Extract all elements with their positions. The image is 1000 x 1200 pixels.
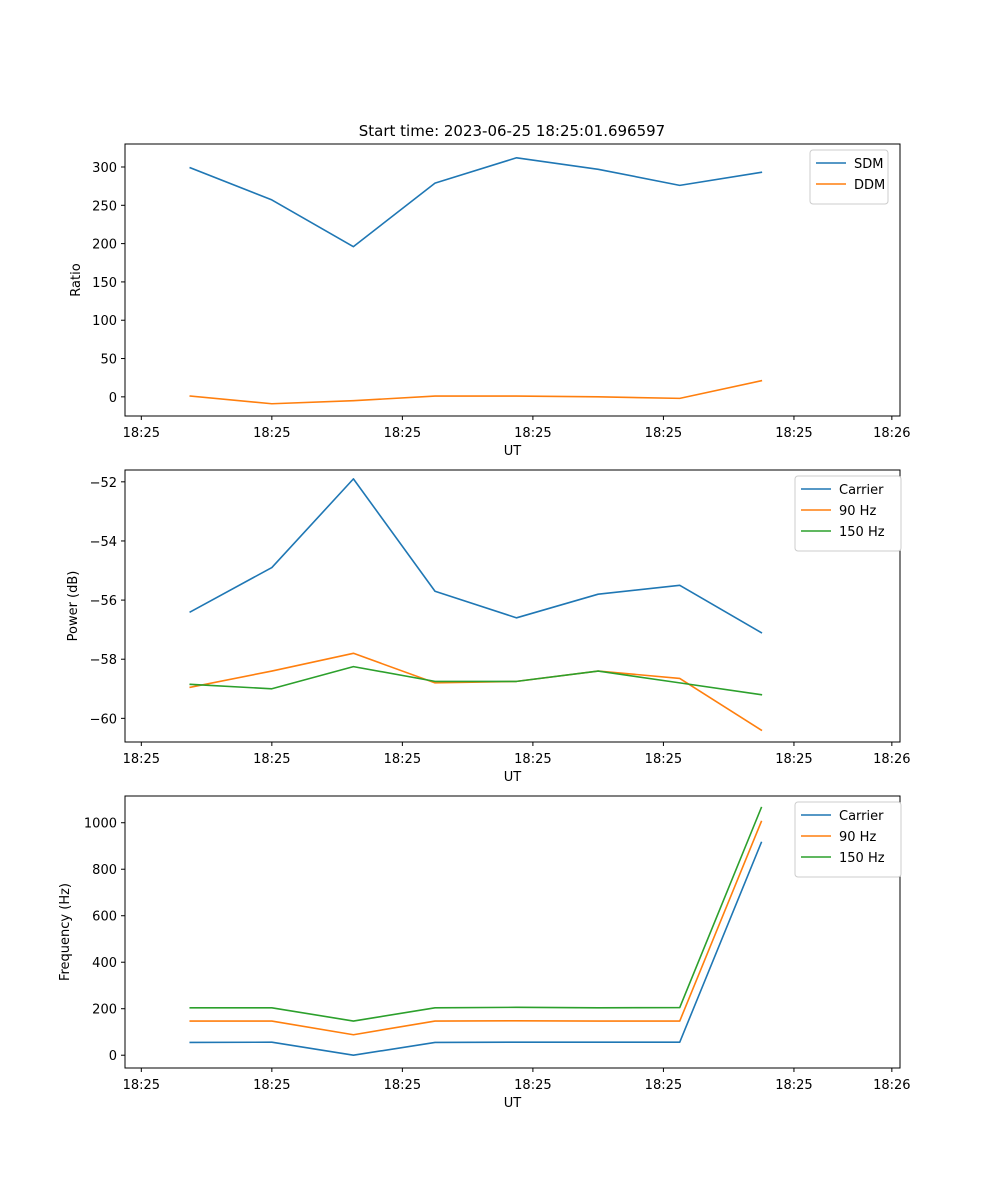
series-line-150-hz	[189, 806, 763, 1022]
legend: Carrier 90 Hz 150 Hz	[794, 801, 902, 878]
x-tick-label: 18:25	[253, 752, 290, 767]
panels: 18:25 18:25 18:25 18:25 18:25 18:25 18:26 0 50 10…	[58, 143, 911, 1111]
series-line-90-hz	[189, 820, 763, 1036]
y-tick-label: 800	[92, 863, 117, 878]
legend-box	[794, 475, 902, 552]
y-tick-label: 250	[92, 199, 117, 214]
series-line-sdm	[189, 156, 763, 248]
x-tick-label: 18:26	[873, 752, 910, 767]
legend-label: 150 Hz	[839, 851, 885, 866]
y-tick-label: 50	[100, 353, 117, 368]
y-axis-label: Power (dB)	[66, 571, 81, 642]
x-tick-label: 18:25	[253, 426, 290, 441]
legend-label: SDM	[854, 157, 883, 172]
x-tick-label: 18:25	[514, 1078, 551, 1093]
legend-label: Carrier	[839, 809, 884, 824]
x-axis-label: UT	[504, 1096, 522, 1111]
y-tick-label: 0	[109, 1049, 117, 1064]
x-tick-label: 18:25	[775, 752, 812, 767]
y-tick-label: 1000	[84, 817, 117, 832]
y-tick-label: 200	[92, 1003, 117, 1018]
x-tick-label: 18:25	[384, 1078, 421, 1093]
y-tick-label: 400	[92, 956, 117, 971]
legend-label: 90 Hz	[839, 504, 876, 519]
x-tick-label: 18:25	[775, 426, 812, 441]
x-axis-label: UT	[504, 770, 522, 785]
series-line-150-hz	[189, 665, 763, 696]
x-tick-label: 18:25	[514, 752, 551, 767]
y-tick-label: 600	[92, 910, 117, 925]
series-line-carrier	[189, 478, 763, 634]
x-tick-label: 18:25	[123, 1078, 160, 1093]
y-tick-label: −52	[90, 476, 117, 491]
x-tick-label: 18:25	[514, 426, 551, 441]
y-axis-label: Ratio	[69, 263, 84, 296]
legend-label: DDM	[854, 178, 885, 193]
y-tick-label: 150	[92, 276, 117, 291]
x-axis-label: UT	[504, 444, 522, 459]
x-tick-label: 18:25	[123, 426, 160, 441]
y-tick-label: 300	[92, 161, 117, 176]
y-tick-label: 100	[92, 314, 117, 329]
x-tick-label: 18:25	[384, 752, 421, 767]
x-tick-label: 18:25	[384, 426, 421, 441]
legend: SDM DDM	[809, 149, 889, 205]
x-tick-label: 18:26	[873, 1078, 910, 1093]
y-tick-label: −54	[90, 535, 117, 550]
x-tick-label: 18:25	[645, 1078, 682, 1093]
y-tick-label: −56	[90, 594, 117, 609]
axes-frame	[124, 469, 901, 743]
axes-frame	[124, 143, 901, 417]
figure-title: Start time: 2023-06-25 18:25:01.696597	[359, 122, 665, 140]
x-tick-label: 18:25	[253, 1078, 290, 1093]
y-tick-label: 200	[92, 238, 117, 253]
chart-panel-1: 18:25 18:25 18:25 18:25 18:25 18:25 18:26 0 50 10…	[69, 143, 911, 459]
y-tick-label: 0	[109, 391, 117, 406]
y-tick-label: −60	[90, 712, 117, 727]
series-line-ddm	[189, 379, 763, 405]
legend-box	[794, 801, 902, 878]
series-line-carrier	[189, 841, 763, 1057]
x-tick-label: 18:25	[645, 752, 682, 767]
legend-label: 150 Hz	[839, 525, 885, 540]
y-tick-label: −58	[90, 653, 117, 668]
chart-panel-3: 18:25 18:25 18:25 18:25 18:25 18:25 18:26 0 200 4…	[58, 795, 911, 1111]
x-tick-label: 18:25	[123, 752, 160, 767]
x-tick-label: 18:25	[775, 1078, 812, 1093]
x-tick-label: 18:26	[873, 426, 910, 441]
x-tick-label: 18:25	[645, 426, 682, 441]
y-axis-label: Frequency (Hz)	[58, 883, 73, 981]
legend-label: Carrier	[839, 483, 884, 498]
legend-label: 90 Hz	[839, 830, 876, 845]
axes-frame	[124, 795, 901, 1069]
legend: Carrier 90 Hz 150 Hz	[794, 475, 902, 552]
chart-panel-2: 18:25 18:25 18:25 18:25 18:25 18:25 18:26 −60 −5…	[66, 469, 911, 785]
